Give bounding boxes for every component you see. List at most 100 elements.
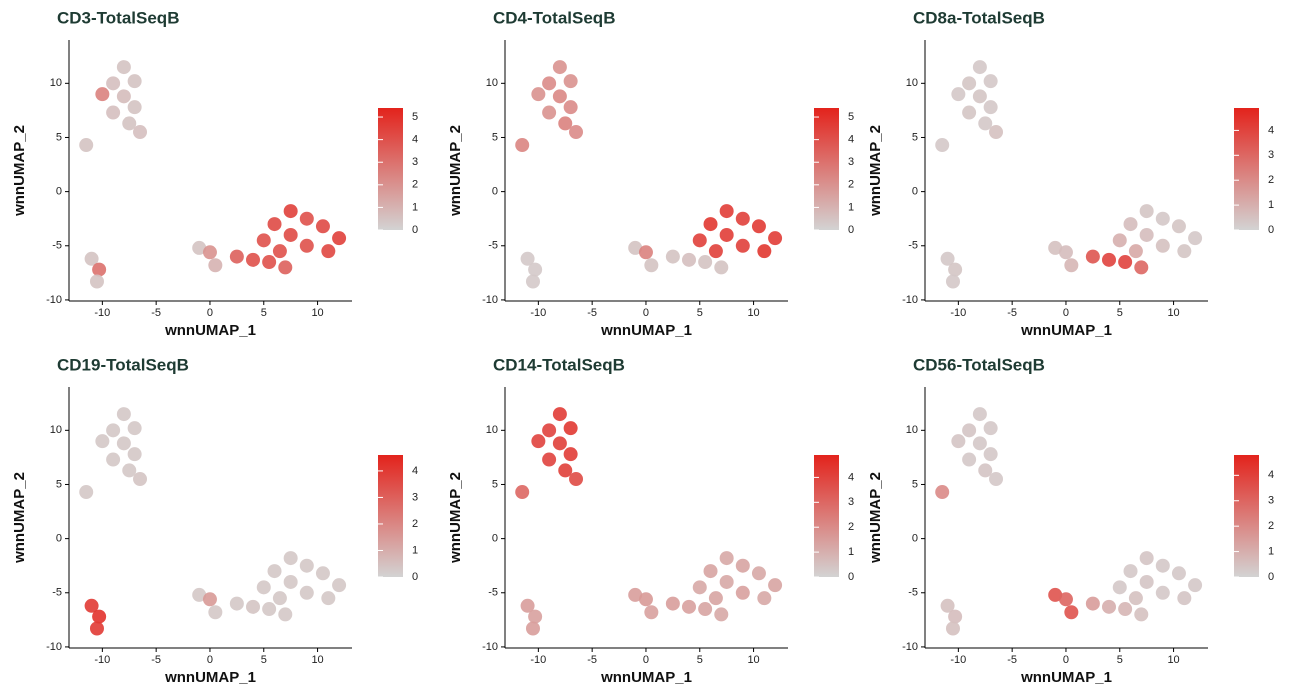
point <box>128 421 142 435</box>
colorbar-tick-label: 5 <box>412 111 418 123</box>
y-tick-label: 5 <box>492 478 498 490</box>
panel: CD56-TotalSeqB-10-50510-10-50510wnnUMAP_… <box>867 355 1274 685</box>
point <box>90 622 104 636</box>
point <box>106 453 120 467</box>
point <box>569 472 583 486</box>
x-axis-label: wnnUMAP_1 <box>600 322 692 339</box>
y-tick-label: -5 <box>488 587 498 599</box>
y-tick-label: 0 <box>56 186 62 198</box>
point <box>117 436 131 450</box>
point <box>528 610 542 624</box>
point <box>284 204 298 218</box>
x-tick-label: 5 <box>261 654 267 666</box>
x-tick-label: 10 <box>1167 654 1179 666</box>
y-tick-label: 10 <box>906 77 918 89</box>
y-tick-label: 0 <box>912 186 918 198</box>
point <box>106 423 120 437</box>
colorbar-tick-label: 4 <box>848 471 854 483</box>
colorbar-tick-label: 2 <box>412 179 418 191</box>
point <box>720 551 734 565</box>
colorbar-tick-label: 2 <box>1268 174 1274 186</box>
colorbar-tick-label: 0 <box>412 571 418 583</box>
point <box>1156 212 1170 226</box>
point <box>133 125 147 139</box>
point <box>284 551 298 565</box>
point <box>92 610 106 624</box>
point <box>92 263 106 277</box>
point <box>666 597 680 611</box>
point <box>1156 239 1170 253</box>
point <box>973 60 987 74</box>
colorbar-tick-label: 0 <box>412 224 418 236</box>
point <box>526 622 540 636</box>
point <box>553 60 567 74</box>
point <box>989 125 1003 139</box>
panel-title: CD3-TotalSeqB <box>57 8 179 27</box>
point <box>1113 233 1127 247</box>
point <box>542 76 556 90</box>
point <box>1172 566 1186 580</box>
point <box>644 605 658 619</box>
point <box>316 566 330 580</box>
point <box>553 89 567 103</box>
point <box>1129 591 1143 605</box>
x-axis-label: wnnUMAP_1 <box>1020 322 1112 339</box>
point <box>273 591 287 605</box>
point <box>639 592 653 606</box>
point <box>1102 253 1116 267</box>
point <box>564 421 578 435</box>
x-tick-label: 10 <box>747 307 759 319</box>
point <box>946 622 960 636</box>
point <box>973 436 987 450</box>
x-axis-label: wnnUMAP_1 <box>600 669 692 686</box>
y-tick-label: 0 <box>492 533 498 545</box>
point <box>1177 244 1191 258</box>
point <box>704 564 718 578</box>
y-tick-label: -10 <box>902 294 918 306</box>
point <box>1134 260 1148 274</box>
point <box>984 421 998 435</box>
point <box>128 100 142 114</box>
y-tick-label: -10 <box>902 641 918 653</box>
point <box>90 275 104 289</box>
point <box>300 559 314 573</box>
colorbar-tick-label: 0 <box>1268 224 1274 236</box>
x-tick-label: -10 <box>950 654 966 666</box>
colorbar-tick-label: 3 <box>848 156 854 168</box>
x-tick-label: -5 <box>587 654 597 666</box>
x-tick-label: 5 <box>1117 307 1123 319</box>
x-tick-label: -10 <box>530 307 546 319</box>
y-tick-label: 0 <box>56 533 62 545</box>
y-tick-label: 10 <box>50 424 62 436</box>
point <box>321 591 335 605</box>
point <box>768 578 782 592</box>
point <box>278 260 292 274</box>
point <box>935 485 949 499</box>
point <box>542 423 556 437</box>
y-tick-label: 5 <box>912 478 918 490</box>
y-tick-label: 5 <box>492 131 498 143</box>
colorbar-tick-label: 2 <box>848 179 854 191</box>
y-axis-label: wnnUMAP_2 <box>11 472 28 564</box>
colorbar <box>378 108 403 230</box>
x-tick-label: 0 <box>1063 654 1069 666</box>
point <box>693 233 707 247</box>
x-tick-label: 0 <box>643 654 649 666</box>
point <box>1156 559 1170 573</box>
point <box>553 407 567 421</box>
colorbar-tick-label: 0 <box>848 571 854 583</box>
point <box>246 600 260 614</box>
x-tick-label: 10 <box>747 654 759 666</box>
point <box>284 575 298 589</box>
point <box>757 591 771 605</box>
point <box>246 253 260 267</box>
point <box>1086 250 1100 264</box>
point <box>262 255 276 269</box>
y-tick-label: -5 <box>52 240 62 252</box>
point <box>128 74 142 88</box>
y-tick-label: 0 <box>492 186 498 198</box>
point <box>1064 605 1078 619</box>
x-tick-label: 10 <box>1167 307 1179 319</box>
point <box>1140 575 1154 589</box>
point <box>515 138 529 152</box>
